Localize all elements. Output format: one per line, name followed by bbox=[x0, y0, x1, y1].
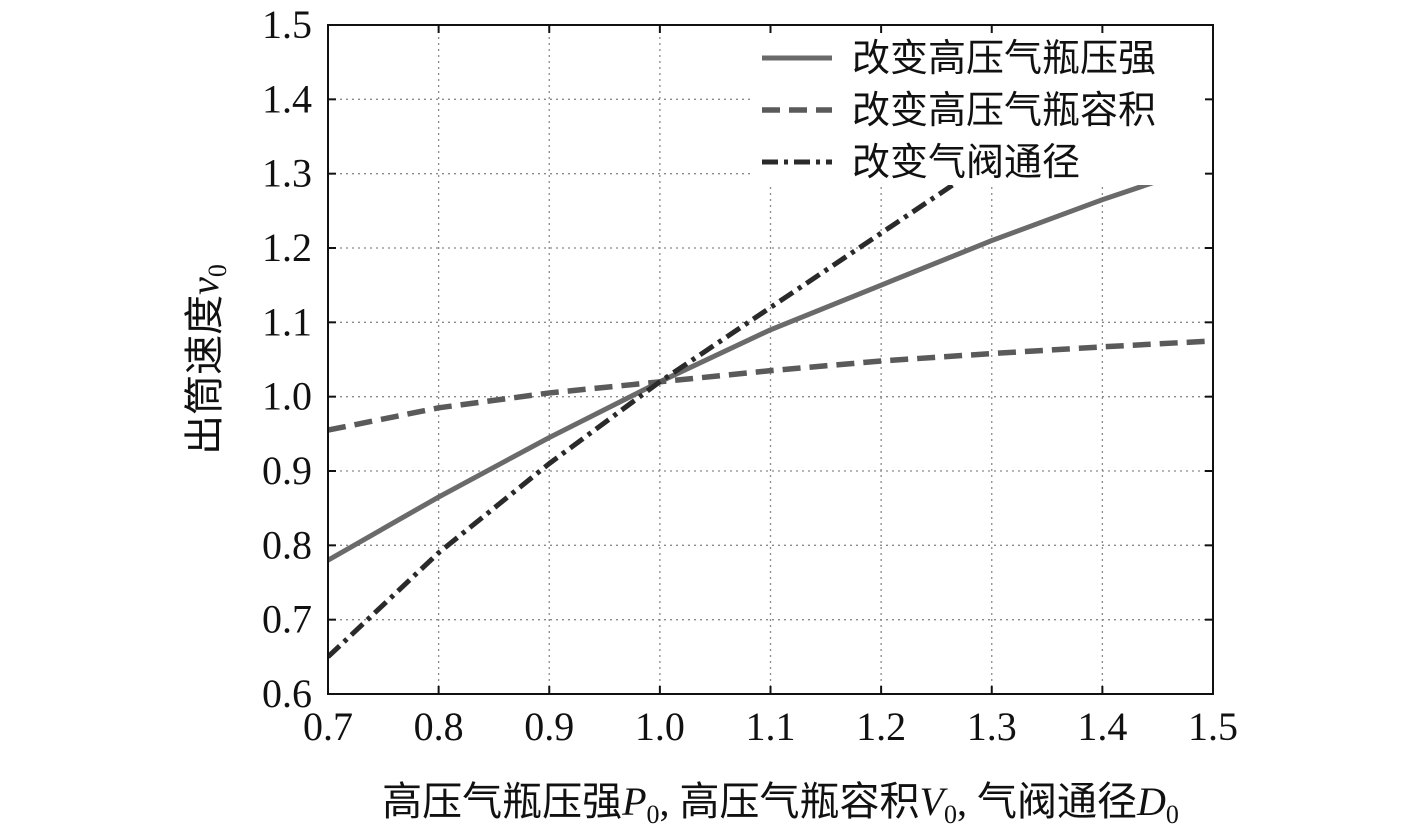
y-tick-label: 1.5 bbox=[262, 2, 312, 47]
y-tick-label: 1.2 bbox=[262, 225, 312, 270]
x-tick-label: 1.4 bbox=[1077, 704, 1127, 749]
y-tick-label: 1.4 bbox=[262, 76, 312, 121]
series-line-2 bbox=[328, 338, 1213, 433]
series-line-1 bbox=[328, 178, 1159, 563]
x-tick-label: 0.8 bbox=[414, 704, 464, 749]
y-tick-label: 0.9 bbox=[262, 448, 312, 493]
x-tick-label: 1.1 bbox=[746, 704, 796, 749]
y-tick-label: 0.6 bbox=[262, 671, 312, 716]
x-tick-label: 1.3 bbox=[967, 704, 1017, 749]
y-tick-label: 1.1 bbox=[262, 299, 312, 344]
legend-label: 改变高压气瓶容积 bbox=[852, 90, 1156, 132]
y-tick-label: 0.7 bbox=[262, 597, 312, 642]
legend-label: 改变气阀通径 bbox=[852, 142, 1080, 184]
y-tick-label: 0.8 bbox=[262, 522, 312, 567]
series-line-3 bbox=[328, 171, 972, 659]
y-axis-label: 出筒速度v0​ bbox=[182, 264, 232, 455]
axis-labels: 高压气瓶压强P0​, 高压气瓶容积V0​, 气阀通径D0​ 出筒速度v0​ bbox=[182, 264, 1179, 829]
x-tick-label: 1.2 bbox=[856, 704, 906, 749]
x-tick-label: 0.9 bbox=[524, 704, 574, 749]
tick-labels: 0.7 0.8 0.9 1.0 1.1 1.2 1.3 1.4 1.50.60.70.80.91… bbox=[262, 2, 1238, 749]
x-tick-label: 0.7 bbox=[303, 704, 353, 749]
y-tick-label: 1.3 bbox=[262, 151, 312, 196]
x-tick-label: 1.5 bbox=[1188, 704, 1238, 749]
x-axis-label: 高压气瓶压强P0​, 高压气瓶容积V0​, 气阀通径D0​ bbox=[382, 779, 1179, 829]
y-tick-label: 1.0 bbox=[262, 374, 312, 419]
legend-label: 改变高压气瓶压强 bbox=[852, 38, 1156, 80]
series-lines bbox=[328, 171, 1213, 659]
x-tick-label: 1.0 bbox=[635, 704, 685, 749]
